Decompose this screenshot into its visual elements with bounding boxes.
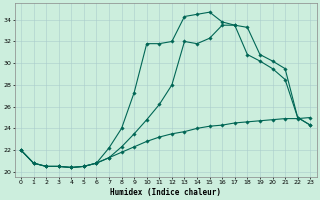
X-axis label: Humidex (Indice chaleur): Humidex (Indice chaleur) [110,188,221,197]
